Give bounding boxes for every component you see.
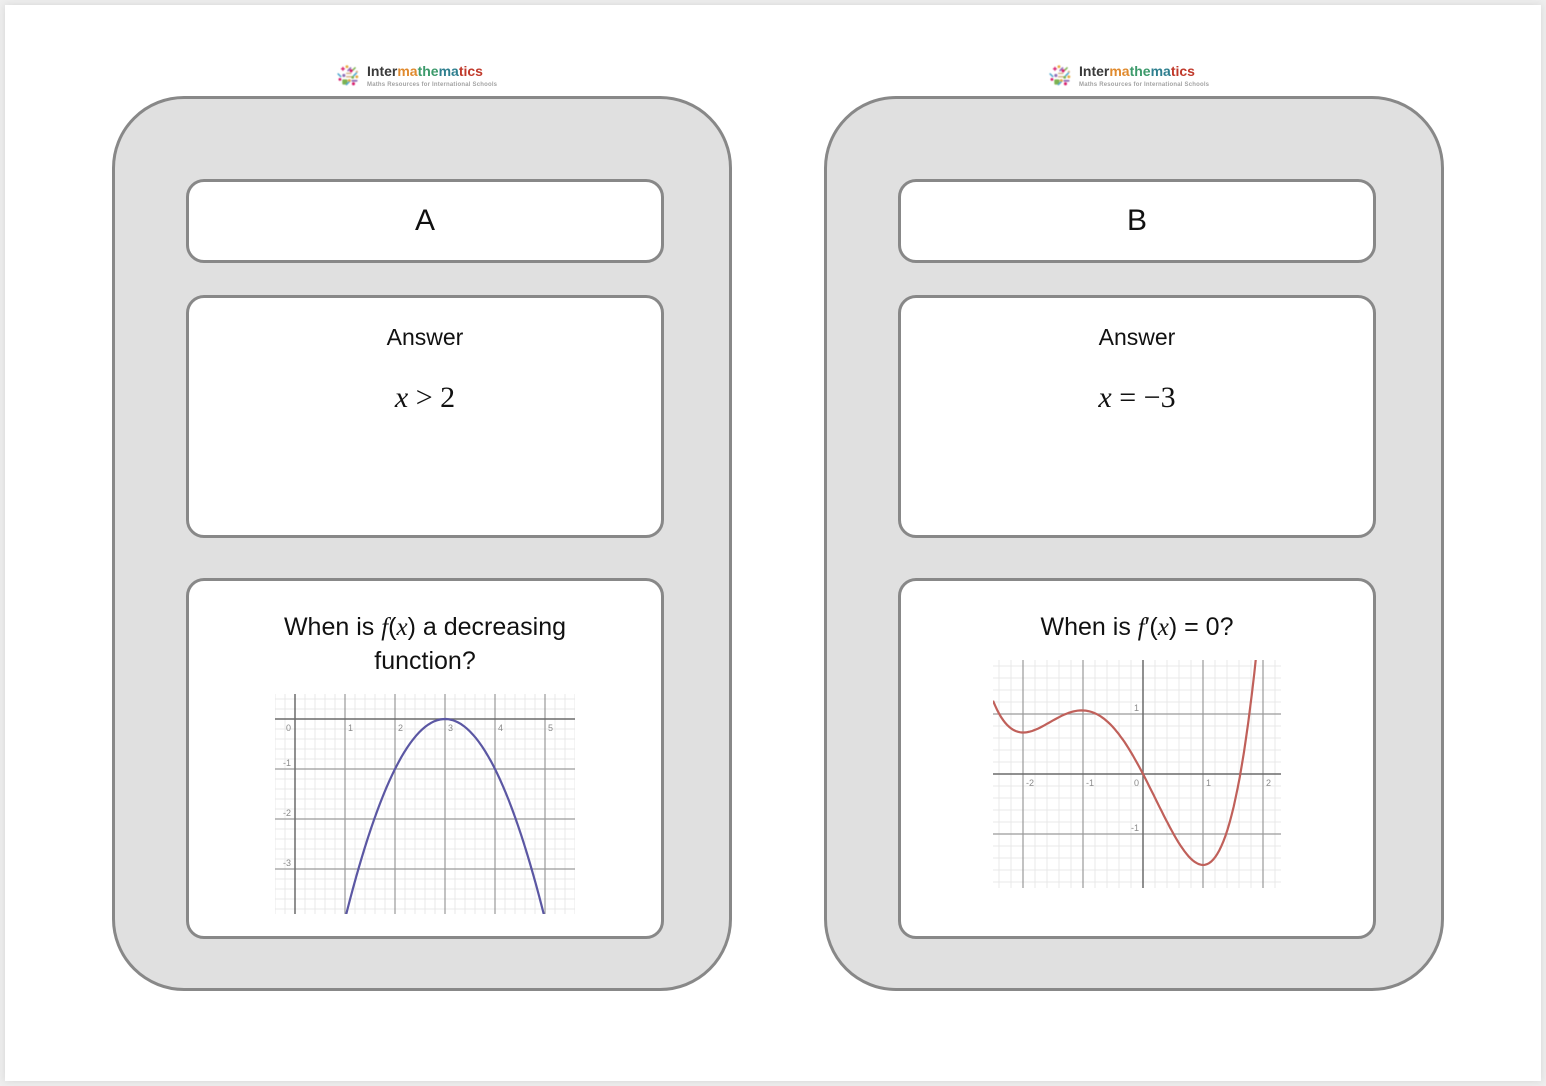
svg-text:0: 0 (1134, 778, 1139, 788)
svg-text:2: 2 (398, 723, 403, 733)
svg-text:1: 1 (1206, 778, 1211, 788)
svg-text:3: 3 (448, 723, 453, 733)
svg-text:0: 0 (286, 723, 291, 733)
svg-text:-3: -3 (283, 858, 291, 868)
svg-text:5: 5 (548, 723, 553, 733)
svg-text:-1: -1 (1131, 823, 1139, 833)
svg-text:-1: -1 (1086, 778, 1094, 788)
svg-text:4: 4 (498, 723, 503, 733)
svg-text:-2: -2 (1026, 778, 1034, 788)
svg-text:-1: -1 (283, 758, 291, 768)
svg-text:2: 2 (1266, 778, 1271, 788)
svg-text:1: 1 (1134, 703, 1139, 713)
svg-text:-2: -2 (283, 808, 291, 818)
svg-text:1: 1 (348, 723, 353, 733)
